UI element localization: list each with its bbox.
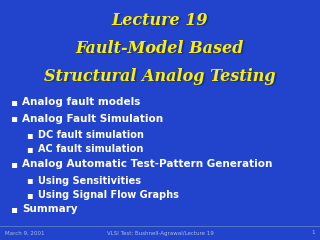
- Text: VLSI Test: Bushnell-Agrawal/Lecture 19: VLSI Test: Bushnell-Agrawal/Lecture 19: [107, 230, 213, 235]
- Text: Using Signal Flow Graphs: Using Signal Flow Graphs: [38, 190, 179, 200]
- Text: Structural Analog Testing: Structural Analog Testing: [46, 70, 277, 86]
- Text: Analog fault models: Analog fault models: [22, 97, 140, 107]
- Text: ▪: ▪: [10, 159, 17, 169]
- Text: ▪: ▪: [10, 204, 17, 215]
- Text: ▪: ▪: [26, 144, 33, 155]
- Text: ▪: ▪: [26, 130, 33, 140]
- Text: Analog Fault Simulation: Analog Fault Simulation: [22, 114, 163, 124]
- Text: March 9, 2001: March 9, 2001: [5, 230, 44, 235]
- Text: DC fault simulation: DC fault simulation: [38, 130, 144, 140]
- Text: Using Sensitivities: Using Sensitivities: [38, 175, 141, 186]
- Text: Lecture 19: Lecture 19: [112, 12, 208, 29]
- Text: Summary: Summary: [22, 204, 78, 215]
- Text: Fault-Model Based: Fault-Model Based: [77, 42, 246, 59]
- Text: ▪: ▪: [26, 175, 33, 186]
- Text: ▪: ▪: [26, 190, 33, 200]
- Text: Analog Automatic Test-Pattern Generation: Analog Automatic Test-Pattern Generation: [22, 159, 272, 169]
- Text: Fault-Model Based: Fault-Model Based: [76, 40, 244, 57]
- Text: Structural Analog Testing: Structural Analog Testing: [44, 68, 276, 85]
- Text: 1: 1: [311, 230, 315, 235]
- Text: ▪: ▪: [10, 97, 17, 107]
- Text: ▪: ▪: [10, 114, 17, 124]
- Text: AC fault simulation: AC fault simulation: [38, 144, 143, 155]
- Text: Lecture 19: Lecture 19: [113, 13, 210, 30]
